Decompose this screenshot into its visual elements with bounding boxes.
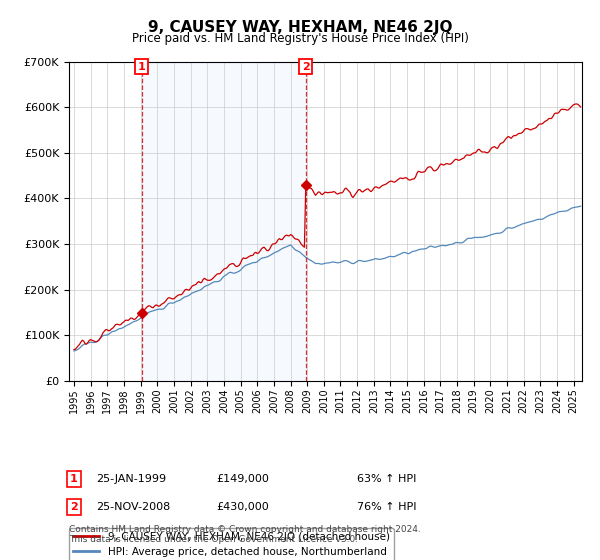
- Text: Contains HM Land Registry data © Crown copyright and database right 2024.
This d: Contains HM Land Registry data © Crown c…: [69, 525, 421, 544]
- Text: 63% ↑ HPI: 63% ↑ HPI: [357, 474, 416, 484]
- Text: £149,000: £149,000: [216, 474, 269, 484]
- Text: 76% ↑ HPI: 76% ↑ HPI: [357, 502, 416, 512]
- Text: 1: 1: [70, 474, 77, 484]
- Text: £430,000: £430,000: [216, 502, 269, 512]
- Text: Price paid vs. HM Land Registry's House Price Index (HPI): Price paid vs. HM Land Registry's House …: [131, 32, 469, 45]
- Text: 2: 2: [302, 62, 310, 72]
- Text: 2: 2: [70, 502, 77, 512]
- Legend: 9, CAUSEY WAY, HEXHAM, NE46 2JQ (detached house), HPI: Average price, detached h: 9, CAUSEY WAY, HEXHAM, NE46 2JQ (detache…: [69, 528, 394, 560]
- Text: 25-NOV-2008: 25-NOV-2008: [96, 502, 170, 512]
- Text: 1: 1: [138, 62, 146, 72]
- Text: 25-JAN-1999: 25-JAN-1999: [96, 474, 166, 484]
- Text: 9, CAUSEY WAY, HEXHAM, NE46 2JQ: 9, CAUSEY WAY, HEXHAM, NE46 2JQ: [148, 20, 452, 35]
- Bar: [142, 62, 305, 381]
